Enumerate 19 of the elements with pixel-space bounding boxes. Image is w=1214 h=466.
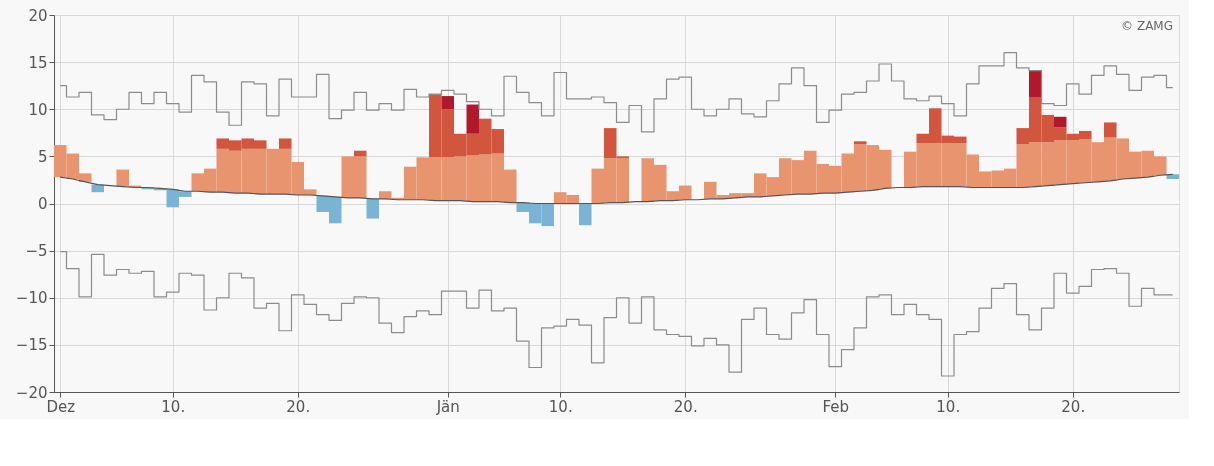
annotation: © ZAMG <box>1121 19 1173 33</box>
y-tick-label: −10 <box>15 289 48 308</box>
y-tick-label: 15 <box>28 53 48 72</box>
x-tick-label: 10. <box>161 397 186 416</box>
x-tick-label: 20. <box>286 397 311 416</box>
y-tick-label: 5 <box>37 147 48 166</box>
x-tick-label: 20. <box>673 397 698 416</box>
x-tick-label: 10. <box>548 397 573 416</box>
y-tick-label: 0 <box>37 195 48 213</box>
y-tick-label: 10 <box>28 100 48 119</box>
x-tick-label: 10. <box>936 397 961 416</box>
y-tick-label: −5 <box>25 242 48 261</box>
y-tick-label: 20 <box>28 6 48 25</box>
x-tick-label: 20. <box>1061 397 1086 416</box>
x-tick-label: Feb <box>822 397 850 416</box>
y-tick-label: −20 <box>15 383 48 402</box>
y-tick-label: −15 <box>15 336 48 355</box>
x-tick-label: Dez <box>46 397 76 416</box>
x-tick-label: Jän <box>435 397 460 416</box>
